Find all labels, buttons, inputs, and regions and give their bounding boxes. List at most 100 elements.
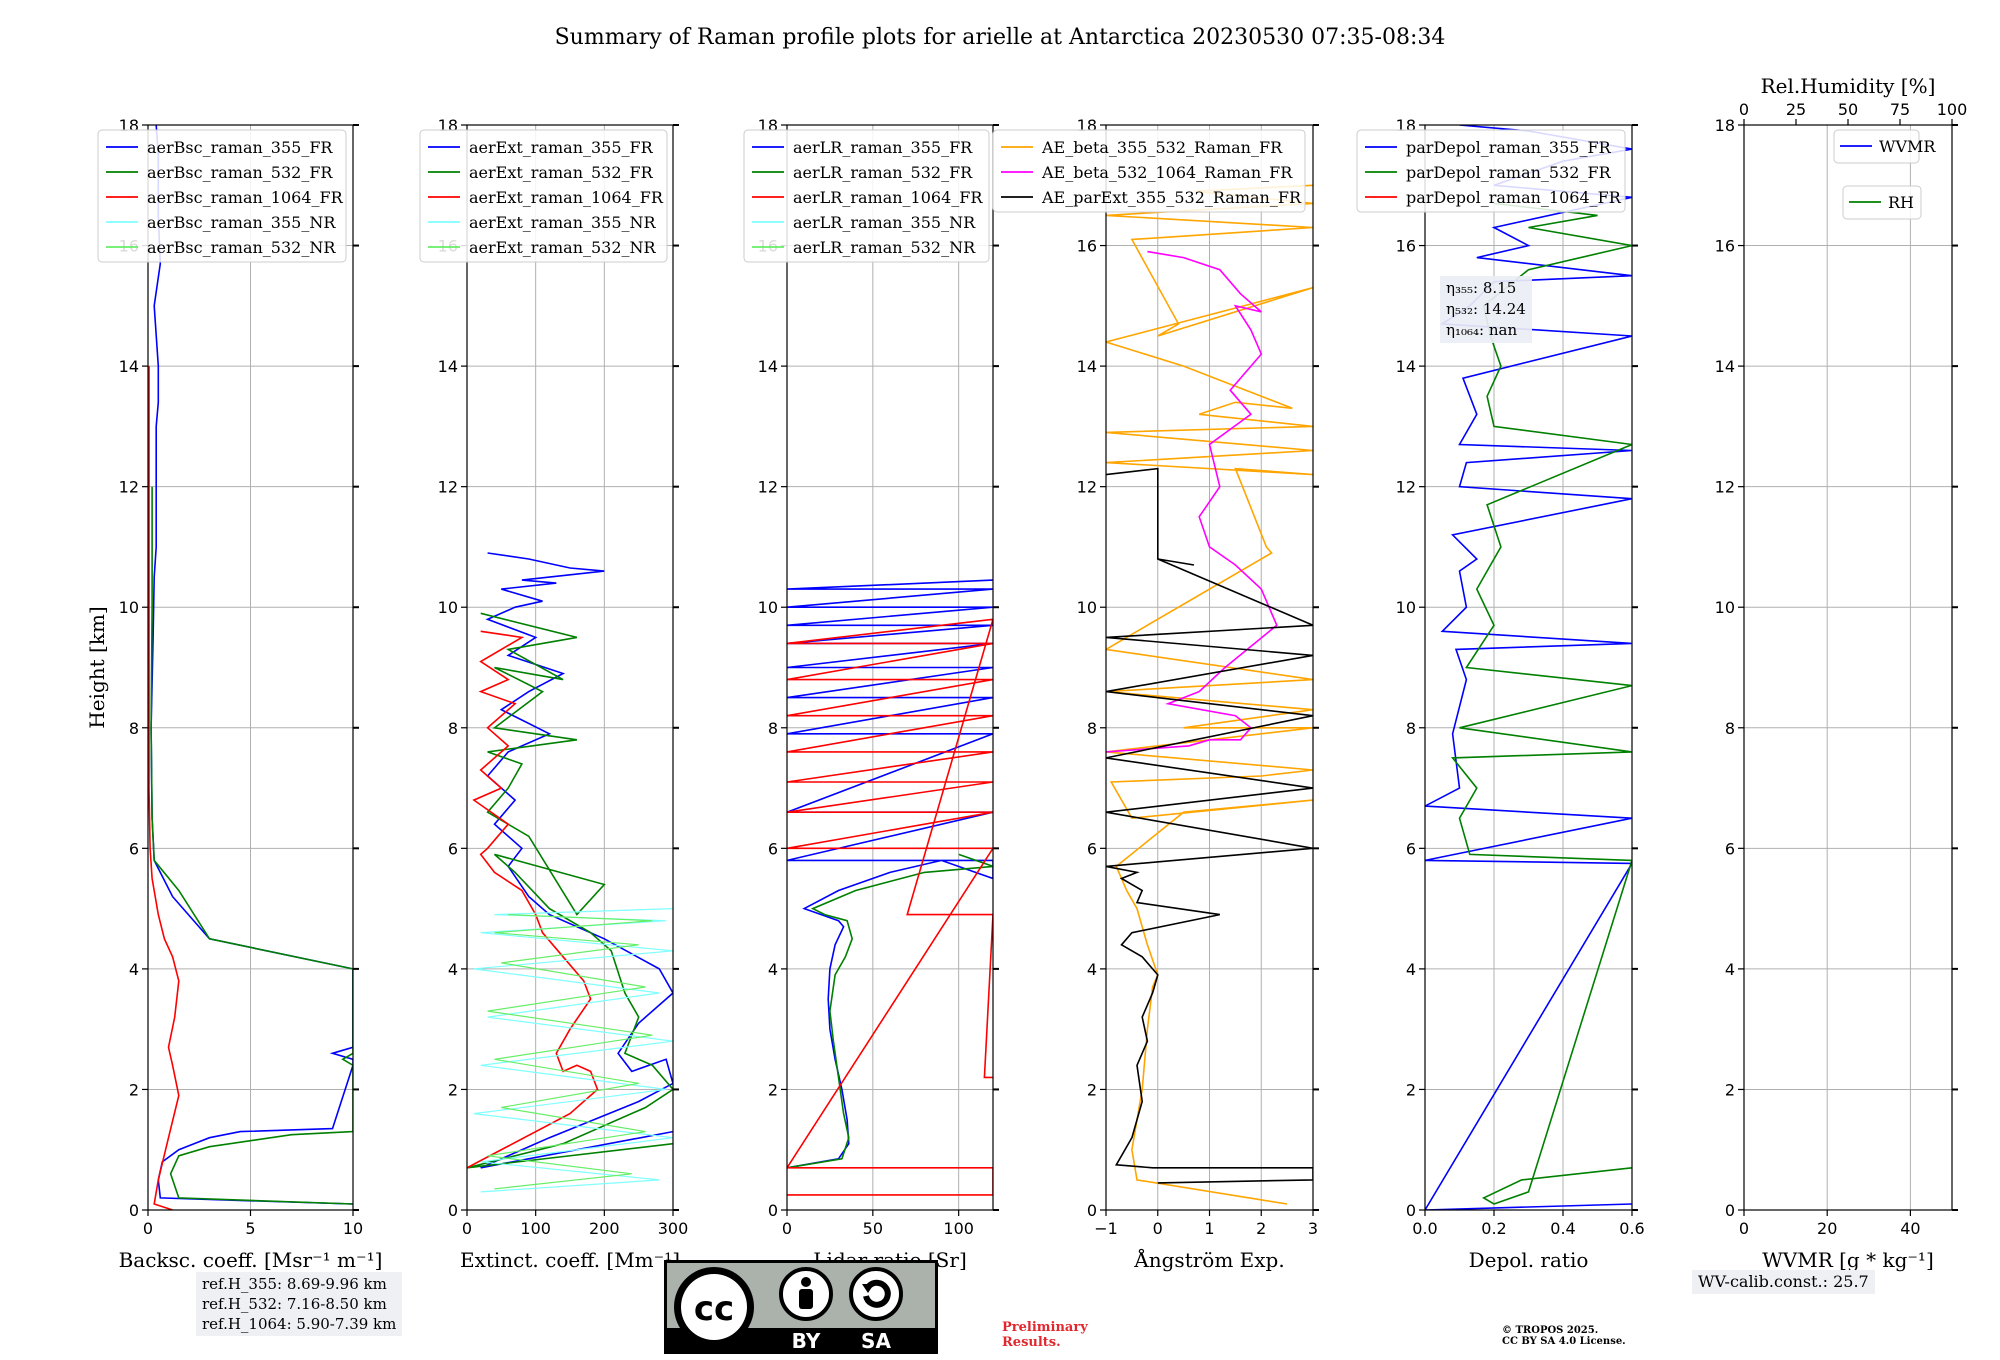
y-tick-label: 14 <box>119 357 139 376</box>
series-line-aerLR_raman_532_FR <box>787 853 993 1169</box>
top-axis-label: Rel.Humidity [%] <box>1761 74 1936 98</box>
x-axis-label: WVMR [g * kg⁻¹] <box>1762 1248 1934 1272</box>
x-tick-label: 0 <box>782 1219 792 1238</box>
y-tick-label: 8 <box>1087 719 1097 738</box>
y-tick-label: 8 <box>129 719 139 738</box>
top-tick-label: 25 <box>1786 100 1806 119</box>
y-tick-label: 16 <box>1077 237 1097 256</box>
ref-height-1064: ref.H_1064: 5.90-7.39 km <box>202 1315 397 1333</box>
x-axis-label: Ångström Exp. <box>1133 1247 1284 1272</box>
figure-title: Summary of Raman profile plots for ariel… <box>555 25 1446 50</box>
y-tick-label: 6 <box>1725 839 1735 858</box>
x-tick-label: 100 <box>520 1219 551 1238</box>
series-group <box>787 579 993 1196</box>
legend-label: parDepol_raman_1064_FR <box>1406 188 1622 207</box>
y-tick-label: 2 <box>448 1080 458 1099</box>
y-tick-label: 6 <box>1087 839 1097 858</box>
top-tick-label: 0 <box>1739 100 1749 119</box>
series-line-AE_beta_355_532_Raman_FR <box>1106 184 1313 1205</box>
eta-532: η₅₃₂: 14.24 <box>1446 300 1526 318</box>
wv-calib-box: WV-calib.const.: 25.7 <box>1692 1270 1875 1294</box>
legend-RH: RH <box>1842 185 1922 220</box>
cc-logo-text: cc <box>694 1289 734 1329</box>
x-tick-label: 1 <box>1204 1219 1214 1238</box>
x-tick-label: 5 <box>245 1219 255 1238</box>
series-line-aerExt_raman_532_FR <box>467 612 673 1169</box>
y-tick-label: 0 <box>448 1201 458 1220</box>
x-tick-label: 3 <box>1308 1219 1318 1238</box>
cc-by-sa-badge: cc BY SA <box>664 1260 938 1354</box>
series-line-aerBsc_raman_532_FR <box>150 486 353 1205</box>
x-tick-label: 0.6 <box>1619 1219 1644 1238</box>
series-line-aerBsc_raman_1064_FR <box>148 366 180 1210</box>
x-tick-label: 10 <box>343 1219 363 1238</box>
axes-frame <box>466 124 674 1211</box>
y-tick-label: 2 <box>1406 1080 1416 1099</box>
legend-label: aerBsc_raman_355_FR <box>147 138 333 157</box>
y-tick-label: 14 <box>1077 357 1097 376</box>
y-tick-label: 8 <box>448 719 458 738</box>
x-axis-label: Backsc. coeff. [Msr⁻¹ m⁻¹] <box>119 1248 383 1272</box>
x-tick-label: 0 <box>462 1219 472 1238</box>
series-line-AE_beta_532_1064_Raman_FR <box>1106 250 1278 753</box>
legend-label: aerExt_raman_1064_FR <box>469 188 664 207</box>
y-tick-label: 10 <box>1396 598 1416 617</box>
y-tick-label: 6 <box>129 839 139 858</box>
x-tick-label: 0 <box>143 1219 153 1238</box>
y-tick-label: 14 <box>758 357 778 376</box>
y-tick-label: 6 <box>768 839 778 858</box>
axes-frame <box>1424 124 1633 1211</box>
axes-frame <box>1743 124 1953 1211</box>
wv-calib-text: WV-calib.const.: 25.7 <box>1698 1272 1869 1291</box>
top-tick-label: 50 <box>1838 100 1858 119</box>
ref-height-532: ref.H_532: 7.16-8.50 km <box>202 1295 387 1313</box>
panel-wvmr: 0 20 40 0 2 4 6 8 10 12 14 16 18 WVMR [g * kg⁻¹] 0 25 50… <box>1715 74 1968 1272</box>
x-axis-label: Depol. ratio <box>1469 1248 1589 1272</box>
preliminary-line-2: Results. <box>1002 1335 1061 1350</box>
panel-extinction: 0100200300024681012141618Extinct. coeff.… <box>419 116 688 1272</box>
legend-frame <box>1356 129 1626 213</box>
legend-label: aerLR_raman_532_FR <box>793 163 973 182</box>
legend-label: aerBsc_raman_1064_FR <box>147 188 344 207</box>
legend-label: WVMR <box>1879 137 1936 156</box>
y-tick-label: 10 <box>758 598 778 617</box>
copyright-line-2: CC BY SA 4.0 License. <box>1502 1336 1626 1347</box>
legend: aerExt_raman_355_FR aerExt_raman_532_FRae… <box>419 129 668 263</box>
y-axis-label: Height [km] <box>85 606 109 728</box>
series-group <box>148 125 353 1210</box>
y-tick-label: 6 <box>448 839 458 858</box>
series-line-aerExt_raman_532_NR <box>487 914 653 1190</box>
legend-label: aerBsc_raman_532_FR <box>147 163 333 182</box>
y-tick-label: 4 <box>768 960 778 979</box>
y-tick-label: 10 <box>1077 598 1097 617</box>
series-group <box>467 552 673 1193</box>
x-axis-label: Extinct. coeff. [Mm⁻¹] <box>460 1248 680 1272</box>
axes-frame <box>786 124 994 1211</box>
legend-label: parDepol_raman_355_FR <box>1406 138 1612 157</box>
y-tick-label: 6 <box>1406 839 1416 858</box>
legend-label: aerLR_raman_1064_FR <box>793 188 983 207</box>
legend-label: aerLR_raman_532_NR <box>793 238 976 257</box>
cc-logo-face <box>681 1274 747 1340</box>
preliminary-line-1: Preliminary <box>1002 1320 1088 1335</box>
series-line-parDepol_raman_532_FR <box>1450 202 1632 1205</box>
y-tick-label: 0 <box>129 1201 139 1220</box>
y-tick-label: 16 <box>1396 237 1416 256</box>
series-group <box>1106 184 1313 1205</box>
legend-frame <box>992 129 1306 213</box>
y-tick-label: 14 <box>1715 357 1735 376</box>
x-tick-label: 200 <box>589 1219 620 1238</box>
legend-label: parDepol_raman_532_FR <box>1406 163 1612 182</box>
x-tick-label: 100 <box>943 1219 974 1238</box>
y-tick-label: 14 <box>438 357 458 376</box>
sa-share-alike-icon <box>849 1267 903 1321</box>
y-tick-label: 10 <box>119 598 139 617</box>
legend-label: aerExt_raman_532_NR <box>469 238 657 257</box>
reference-heights-box: ref.H_355: 8.69-9.96 km ref.H_532: 7.16-… <box>196 1272 403 1336</box>
panels-group: 0510024681012141618Backsc. coeff. [Msr⁻¹… <box>85 74 1967 1272</box>
legend-frame <box>1842 185 1922 220</box>
y-tick-label: 12 <box>1715 478 1735 497</box>
x-tick-label: 0 <box>1739 1219 1749 1238</box>
